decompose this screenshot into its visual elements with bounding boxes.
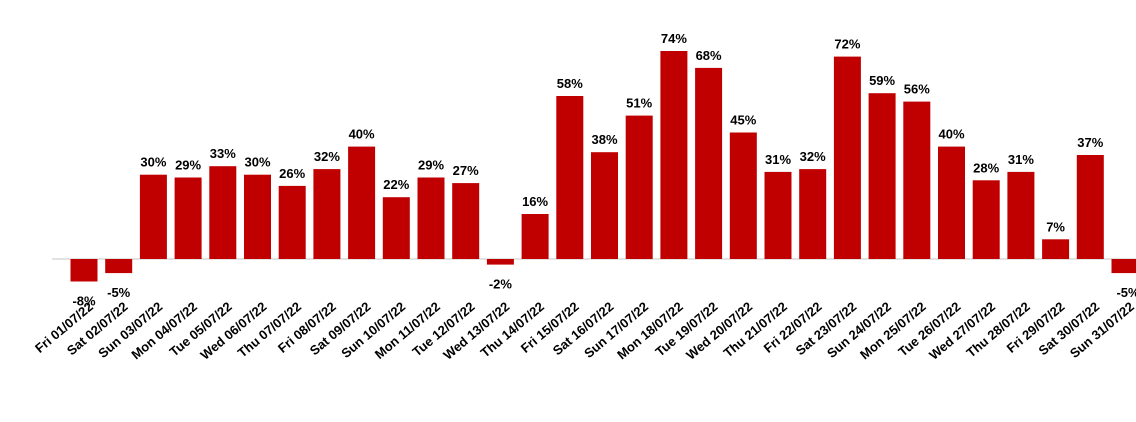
bar (625, 115, 653, 259)
data-label: 30% (244, 155, 270, 170)
data-label: -2% (489, 277, 513, 292)
data-label: 27% (453, 163, 479, 178)
bars-group (70, 51, 1136, 282)
data-label: 32% (314, 149, 340, 164)
bar (521, 214, 549, 259)
bar (938, 146, 965, 259)
bar (972, 180, 1000, 259)
data-label: 7% (1046, 219, 1065, 234)
bar (799, 169, 827, 259)
data-label: 72% (834, 37, 860, 52)
data-label: 40% (349, 127, 375, 142)
data-label: 59% (869, 73, 895, 88)
bar (695, 67, 723, 260)
bar (452, 183, 480, 259)
bar (591, 152, 618, 259)
bar (209, 166, 237, 259)
data-label: 51% (626, 96, 652, 111)
data-label: 26% (279, 166, 305, 181)
bar (1007, 171, 1035, 259)
bar (833, 56, 861, 259)
data-label: 30% (140, 155, 166, 170)
bar (174, 177, 202, 259)
bar (244, 174, 271, 259)
data-label: 58% (557, 76, 583, 91)
data-label: 38% (591, 132, 617, 147)
bar (729, 132, 757, 259)
bar (1076, 155, 1104, 259)
bar (486, 259, 514, 265)
data-label: 29% (418, 158, 444, 173)
data-label: -5% (107, 285, 131, 300)
bar (556, 96, 584, 259)
data-label: 74% (661, 31, 687, 46)
data-label: 40% (938, 127, 964, 142)
bar (1111, 259, 1136, 274)
data-label: 16% (522, 194, 548, 209)
data-label: -5% (1116, 285, 1136, 300)
bar (139, 174, 167, 259)
data-label: 29% (175, 158, 201, 173)
data-label: 28% (973, 160, 999, 175)
bar (70, 259, 98, 282)
bar (764, 171, 792, 259)
bar (348, 146, 376, 259)
data-label: 68% (696, 48, 722, 63)
value-labels-group: -8% -5% 30% 29% 33% 30% 26% 32% 40% 22% 29% 27% -2% 1… (72, 31, 1136, 309)
bar (278, 185, 306, 259)
data-label: 45% (730, 113, 756, 128)
bar (903, 101, 931, 259)
data-label: 37% (1077, 135, 1103, 150)
bar (382, 197, 410, 259)
data-label: 33% (210, 146, 236, 161)
data-label: 31% (1008, 152, 1034, 167)
bar (105, 259, 133, 274)
bar (868, 93, 896, 259)
data-label: 32% (800, 149, 826, 164)
data-label: 56% (904, 82, 930, 97)
bar (1042, 239, 1070, 259)
bar (417, 177, 445, 259)
data-label: 31% (765, 152, 791, 167)
bar (660, 51, 688, 259)
data-label: 22% (383, 177, 409, 192)
bar (313, 169, 341, 259)
data-label: -8% (72, 294, 96, 309)
